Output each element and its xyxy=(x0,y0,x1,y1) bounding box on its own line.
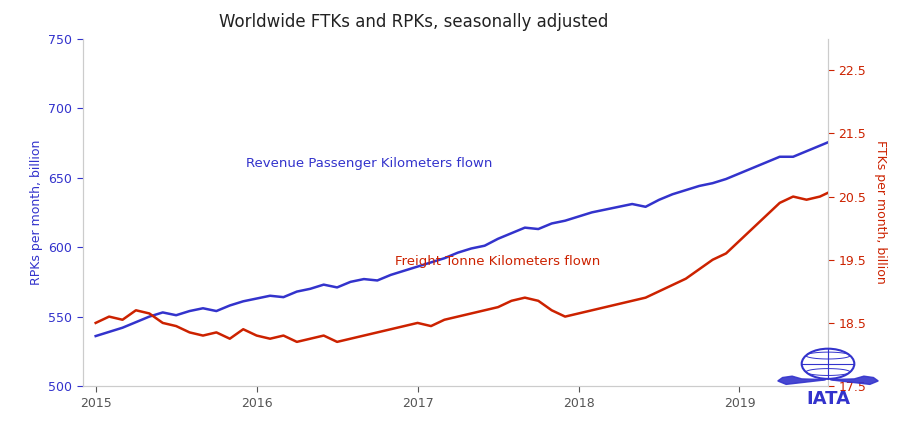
Polygon shape xyxy=(777,376,824,384)
Text: Worldwide FTKs and RPKs, seasonally adjusted: Worldwide FTKs and RPKs, seasonally adju… xyxy=(219,13,608,31)
Text: Freight Tonne Kilometers flown: Freight Tonne Kilometers flown xyxy=(395,254,600,268)
Y-axis label: FTKs per month, billion: FTKs per month, billion xyxy=(873,140,886,284)
Polygon shape xyxy=(830,376,878,384)
Y-axis label: RPKs per month, billion: RPKs per month, billion xyxy=(29,140,43,285)
Text: IATA: IATA xyxy=(805,390,849,408)
Text: Revenue Passenger Kilometers flown: Revenue Passenger Kilometers flown xyxy=(246,157,492,170)
